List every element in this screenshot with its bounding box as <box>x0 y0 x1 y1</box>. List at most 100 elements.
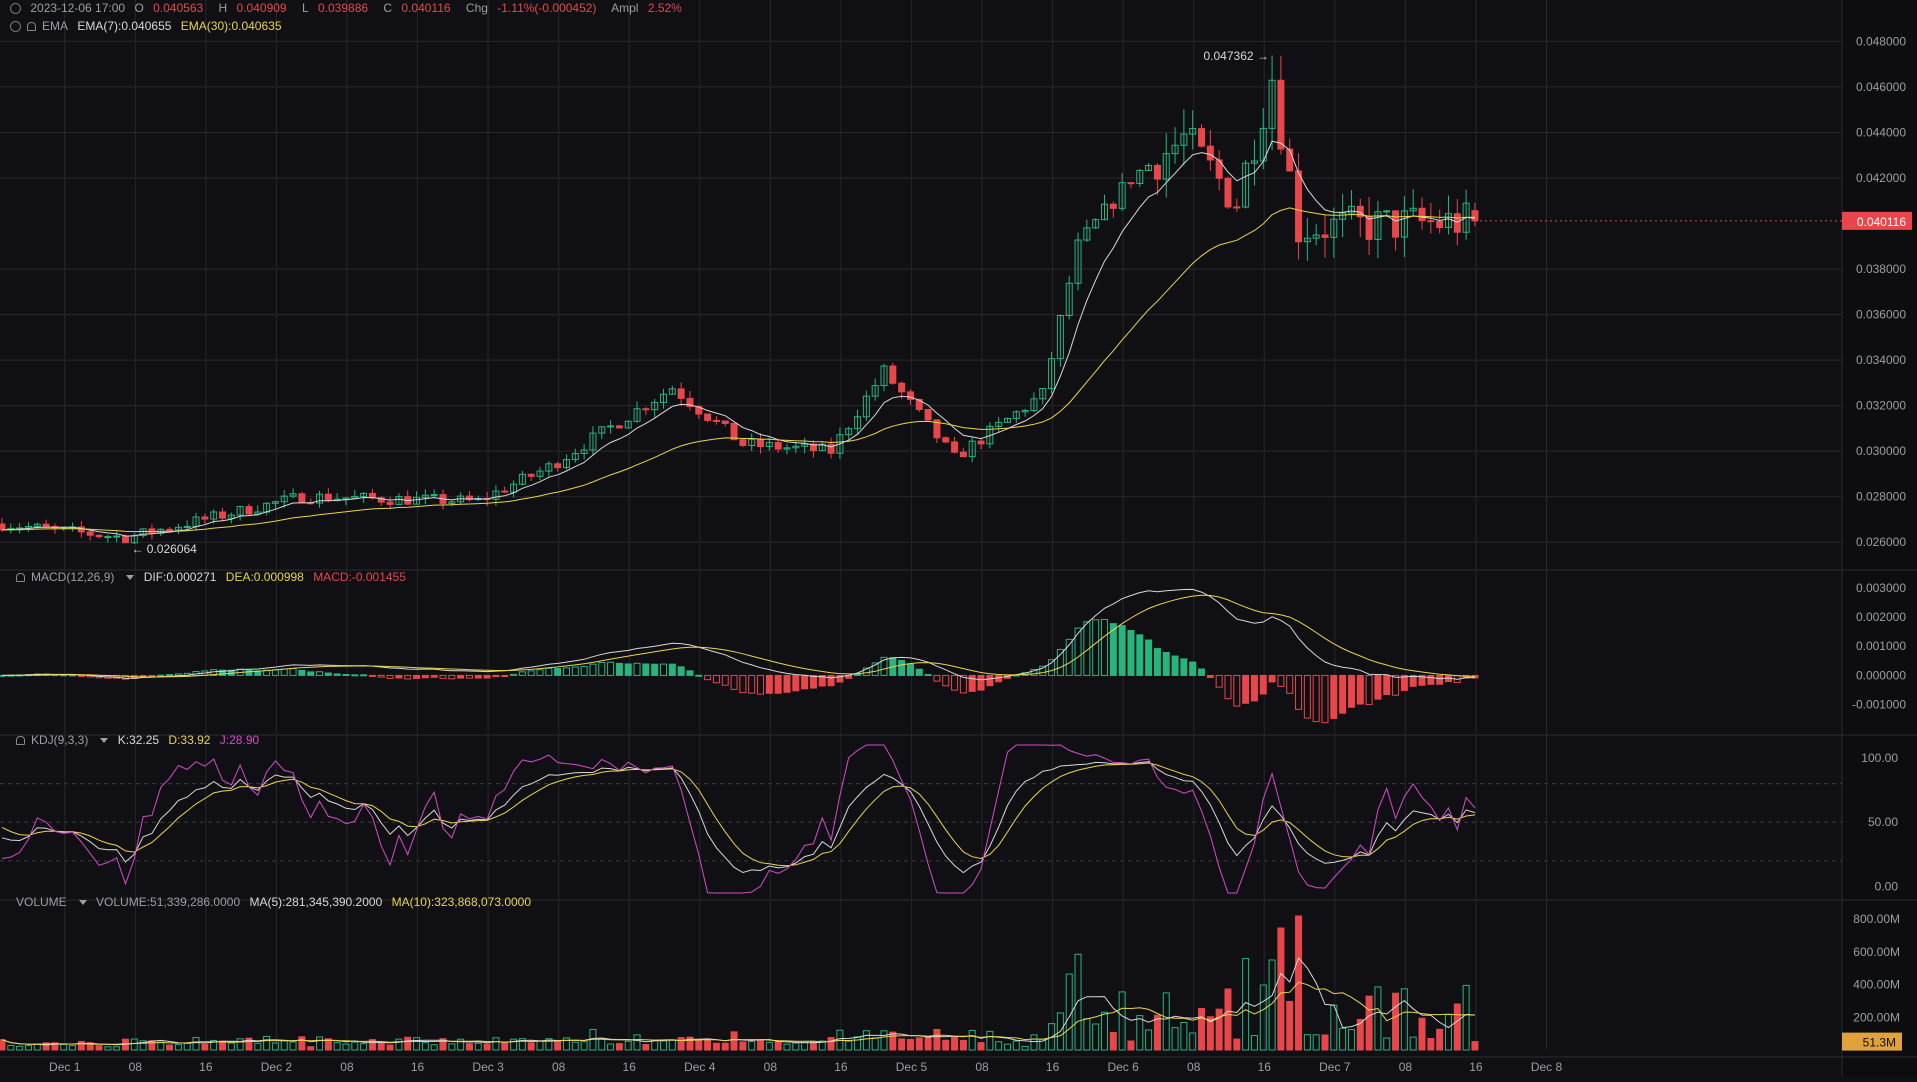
price-axis-label: 0.038000 <box>1856 262 1906 276</box>
candle-body <box>1295 170 1303 243</box>
ema-indicator-name[interactable]: EMA <box>42 19 69 33</box>
kdj-indicator-name[interactable]: KDJ(9,3,3) <box>31 733 89 747</box>
volume-bar <box>1365 995 1373 1051</box>
price-axis-label: 0.046000 <box>1856 80 1906 94</box>
alert-bell-icon[interactable] <box>16 573 25 582</box>
volume-bar <box>1030 1034 1038 1051</box>
macd-histogram-bar <box>995 674 1003 683</box>
volume-indicator-name[interactable]: VOLUME <box>16 895 67 909</box>
candle-body <box>1065 282 1073 317</box>
candle-body <box>271 501 279 504</box>
volume-bar <box>968 1029 976 1051</box>
macd-histogram-bar <box>395 674 403 679</box>
candle-body <box>95 534 103 538</box>
candle-body <box>748 438 756 446</box>
macd-histogram-bar <box>871 662 879 676</box>
candle-body <box>536 470 544 477</box>
macd-histogram-bar <box>1056 649 1064 676</box>
volume-bar <box>959 1039 967 1051</box>
macd-histogram-bar <box>651 663 659 676</box>
candle-body <box>174 526 182 531</box>
volume-bar <box>1109 1031 1117 1051</box>
macd-histogram-bar <box>483 674 491 679</box>
candle-body <box>739 439 747 446</box>
candle-body <box>139 528 147 537</box>
volume-value: VOLUME:51,339,286.0000 <box>96 895 241 909</box>
candle-body <box>1471 210 1479 222</box>
candle-body <box>792 445 800 449</box>
macd-histogram-bar <box>1277 674 1285 687</box>
volume-bar <box>986 1030 994 1051</box>
macd-histogram-bar <box>1074 627 1082 676</box>
candle-body <box>924 409 932 421</box>
candle-body <box>510 483 518 493</box>
collapse-icon[interactable] <box>10 3 21 14</box>
candle-body <box>1427 220 1435 223</box>
volume-bar <box>854 1036 862 1051</box>
candle-body <box>704 413 712 421</box>
ohlc-header: 2023-12-06 17:00 O 0.040563 H 0.040909 L… <box>10 1 694 15</box>
volume-bar <box>809 1041 817 1051</box>
candle-body <box>254 511 262 515</box>
macd-axis-label: 0.002000 <box>1856 610 1906 624</box>
low-value: 0.039886 <box>317 1 369 15</box>
volume-bar <box>624 1040 632 1051</box>
macd-histogram-bar <box>589 663 597 676</box>
macd-histogram-bar <box>1233 674 1241 707</box>
macd-histogram-bar <box>1339 674 1347 714</box>
kdj-axis-label: 100.00 <box>1861 751 1898 765</box>
candle-body <box>395 496 403 505</box>
ema-legend: EMA EMA(7):0.040655 EMA(30):0.040635 <box>10 19 288 33</box>
candle-body <box>1012 411 1020 419</box>
macd-indicator-name[interactable]: MACD(12,26,9) <box>31 570 115 584</box>
alert-bell-icon[interactable] <box>27 22 36 31</box>
candle-body <box>324 493 332 502</box>
volume-bar <box>633 1034 641 1051</box>
time-axis-label: Dec 6 <box>1107 1060 1139 1074</box>
candle-body <box>1242 162 1250 208</box>
macd-histogram-bar <box>748 674 756 694</box>
candle-body <box>1145 164 1153 171</box>
macd-histogram-bar <box>757 674 765 695</box>
candle-body <box>1198 128 1206 147</box>
volume-bar <box>774 1041 782 1051</box>
macd-histogram-bar <box>1198 668 1206 676</box>
volume-bar <box>906 1038 914 1051</box>
price-axis-background <box>1842 0 1917 1077</box>
collapse-icon[interactable] <box>10 21 21 32</box>
macd-histogram-bar <box>959 674 967 694</box>
volume-bar <box>880 1030 888 1051</box>
kdj-j-value: J:28.90 <box>219 733 260 747</box>
candle-body <box>0 523 6 531</box>
dropdown-caret-icon[interactable] <box>126 575 135 580</box>
volume-bar <box>148 1040 156 1051</box>
candle-body <box>1250 160 1258 164</box>
volume-bar <box>607 1043 615 1051</box>
time-axis-label: 16 <box>623 1060 637 1074</box>
volume-bar <box>730 1031 738 1051</box>
candle-body <box>386 501 394 505</box>
volume-bar <box>360 1043 368 1051</box>
candle-body <box>298 493 306 504</box>
candle-body <box>42 523 50 527</box>
volume-bar <box>562 1037 570 1051</box>
volume-bar <box>210 1039 218 1051</box>
candle-body <box>121 535 129 544</box>
candle-body <box>862 395 870 418</box>
volume-bar <box>933 1029 941 1051</box>
candle-body <box>642 408 650 411</box>
dropdown-caret-icon[interactable] <box>100 738 109 743</box>
current-volume-tag-label: 51.3M <box>1863 1036 1896 1050</box>
macd-histogram-bar <box>166 674 174 677</box>
dropdown-caret-icon[interactable] <box>78 900 87 905</box>
volume-bar <box>271 1042 279 1051</box>
volume-bar <box>421 1042 429 1051</box>
alert-bell-icon[interactable] <box>16 736 25 745</box>
candle-body <box>1136 169 1144 185</box>
candle-body <box>1039 387 1047 400</box>
candle-body <box>245 506 253 515</box>
volume-bar <box>24 1045 32 1051</box>
macd-histogram-bar <box>607 661 615 676</box>
volume-bar <box>324 1038 332 1051</box>
